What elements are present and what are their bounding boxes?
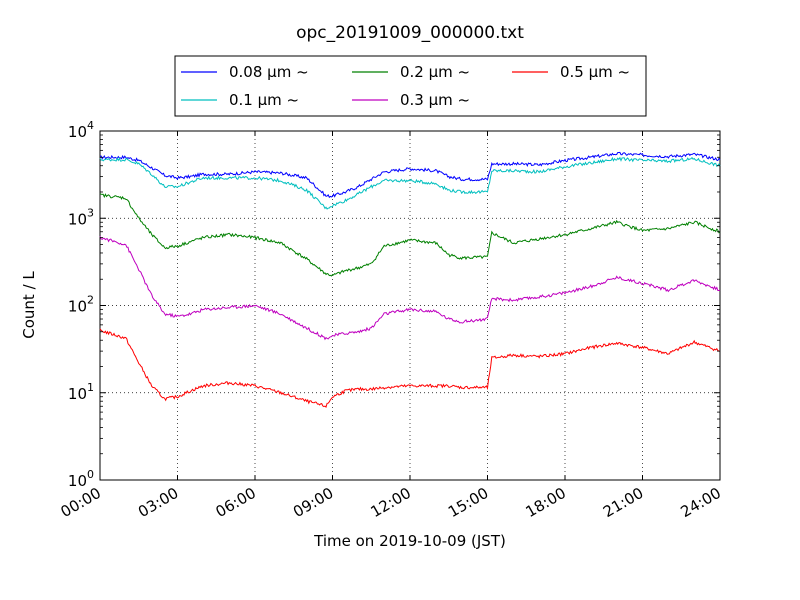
y-tick-label: 102: [68, 294, 94, 316]
legend-entry: 0.5 μm ~: [512, 63, 630, 81]
legend: 0.08 μm ~ 0.1 μm ~ 0.2 μm ~ 0.3 μm ~ 0.5 μm …: [174, 55, 647, 117]
x-tick-label: 03:00: [135, 484, 181, 521]
legend-entry: 0.08 μm ~: [181, 63, 309, 81]
legend-label: 0.2 μm ~: [400, 63, 470, 81]
x-tick-label: 21:00: [600, 484, 646, 521]
chart-title: opc_20191009_000000.txt: [296, 23, 524, 43]
ticks: [99, 130, 721, 481]
grid: [100, 131, 720, 480]
y-axis-label: Count / L: [20, 271, 38, 339]
series-line: [99, 151, 721, 199]
x-tick-label: 12:00: [368, 484, 414, 521]
x-tick-label: 15:00: [445, 484, 491, 521]
y-tick-label: 104: [68, 119, 94, 141]
x-tick-label: 24:00: [678, 484, 724, 521]
x-tick-label: 18:00: [523, 484, 569, 521]
x-tick-label: 09:00: [290, 484, 336, 521]
y-tick-label: 101: [68, 381, 94, 403]
legend-entry: 0.2 μm ~: [352, 63, 470, 81]
x-tick-labels: 00:00 03:00 06:00 09:00 12:00 15:00 18:00 21:00…: [58, 484, 724, 521]
legend-label: 0.08 μm ~: [229, 63, 309, 81]
legend-label: 0.3 μm ~: [400, 91, 470, 109]
series-line: [99, 236, 721, 341]
legend-entries: 0.08 μm ~ 0.1 μm ~ 0.2 μm ~ 0.3 μm ~ 0.5 μm …: [181, 63, 630, 109]
plot-area: [99, 130, 721, 481]
legend-entry: 0.3 μm ~: [352, 91, 470, 109]
x-axis-label: Time on 2019-10-09 (JST): [313, 532, 506, 550]
legend-entry: 0.1 μm ~: [181, 91, 299, 109]
y-tick-label: 103: [68, 206, 94, 228]
series-line: [99, 156, 721, 210]
series-line: [99, 328, 720, 409]
series-layer: [99, 151, 721, 409]
legend-label: 0.5 μm ~: [560, 63, 630, 81]
legend-label: 0.1 μm ~: [229, 91, 299, 109]
legend-box: [174, 55, 647, 117]
x-tick-label: 06:00: [213, 484, 259, 521]
series-line: [99, 193, 721, 277]
